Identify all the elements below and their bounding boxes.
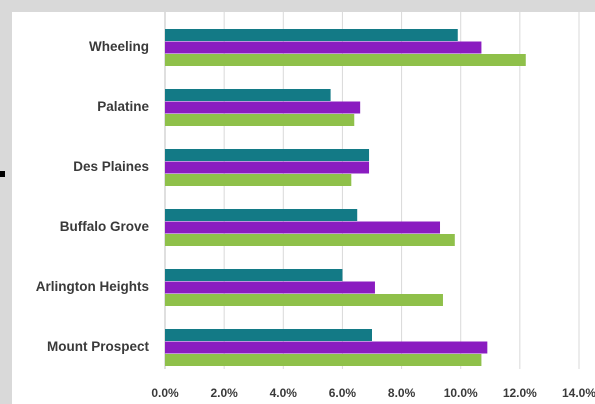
category-label: Des Plaines: [73, 159, 149, 174]
x-tick-label: 12.0%: [503, 386, 537, 400]
x-tick-label: 2.0%: [210, 386, 238, 400]
bar: [165, 174, 352, 186]
category-label: Mount Prospect: [47, 339, 150, 354]
x-tick-label: 6.0%: [329, 386, 357, 400]
bar: [165, 341, 488, 354]
x-tick-label: 8.0%: [388, 386, 416, 400]
x-tick-label: 0.0%: [151, 386, 179, 400]
bar: [165, 294, 443, 306]
bar: [165, 281, 375, 294]
bar: [165, 354, 482, 366]
bar: [165, 149, 370, 161]
category-label: Buffalo Grove: [60, 219, 150, 234]
x-tick-label: 10.0%: [444, 386, 478, 400]
bar: [165, 89, 331, 101]
x-tick-label: 14.0%: [562, 386, 595, 400]
bar: [165, 209, 358, 221]
bar: [165, 54, 526, 66]
chart-panel: 0.0% 2.0% 4.0% 6.0% 8.0% 10.0% 12.0% 14.0% Wheel…: [12, 12, 595, 404]
category-label: Palatine: [97, 99, 149, 114]
bar: [165, 329, 372, 341]
bar: [165, 234, 455, 246]
bar: [165, 269, 343, 281]
bar: [165, 221, 441, 234]
bar: [165, 114, 355, 126]
category-label: Wheeling: [89, 39, 149, 54]
category-label: Arlington Heights: [36, 279, 149, 294]
edge-marker: [0, 171, 5, 177]
bar: [165, 41, 482, 54]
x-tick-label: 4.0%: [270, 386, 298, 400]
bar: [165, 101, 361, 114]
bar-chart: 0.0% 2.0% 4.0% 6.0% 8.0% 10.0% 12.0% 14.0% Wheel…: [36, 12, 595, 400]
bar: [165, 29, 458, 41]
bar: [165, 161, 370, 174]
